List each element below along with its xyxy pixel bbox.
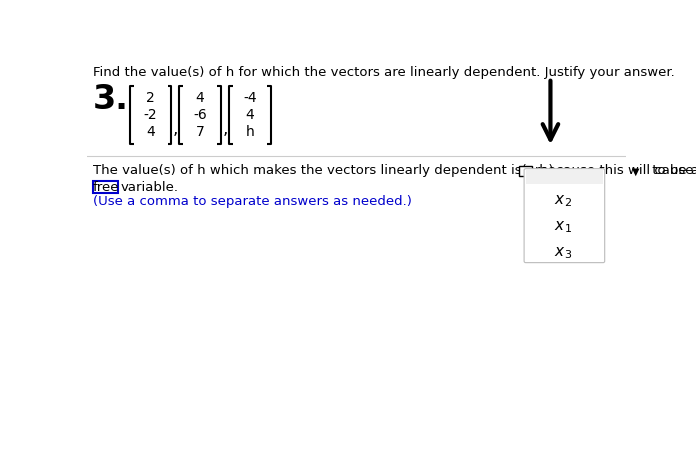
Text: 4: 4 xyxy=(246,108,254,122)
Text: x: x xyxy=(555,244,564,259)
Text: to be a: to be a xyxy=(648,164,696,177)
Text: free: free xyxy=(93,181,119,194)
Text: because this will cause: because this will cause xyxy=(535,164,696,177)
Text: 4: 4 xyxy=(196,91,205,105)
Text: -4: -4 xyxy=(243,91,257,105)
Text: ▼: ▼ xyxy=(633,167,640,177)
Text: h: h xyxy=(246,125,254,139)
FancyBboxPatch shape xyxy=(628,165,644,179)
Text: 3.: 3. xyxy=(93,83,129,116)
Text: The value(s) of h which makes the vectors linearly dependent is(are): The value(s) of h which makes the vector… xyxy=(93,164,558,177)
Text: variable.: variable. xyxy=(121,181,179,194)
Text: ,: , xyxy=(223,120,228,138)
Text: Find the value(s) of h for which the vectors are linearly dependent. Justify you: Find the value(s) of h for which the vec… xyxy=(93,66,675,78)
Text: x: x xyxy=(555,218,564,233)
Text: 1: 1 xyxy=(564,224,571,234)
Text: ,: , xyxy=(173,120,178,138)
Text: (Use a comma to separate answers as needed.): (Use a comma to separate answers as need… xyxy=(93,195,412,208)
Text: 4: 4 xyxy=(146,125,155,139)
FancyBboxPatch shape xyxy=(519,166,532,176)
Text: 3: 3 xyxy=(564,250,571,260)
Text: -2: -2 xyxy=(144,108,157,122)
FancyBboxPatch shape xyxy=(93,181,118,193)
Text: x: x xyxy=(555,192,564,207)
Text: -6: -6 xyxy=(193,108,207,122)
FancyBboxPatch shape xyxy=(525,170,603,184)
Text: 7: 7 xyxy=(196,125,205,139)
FancyBboxPatch shape xyxy=(524,169,605,263)
Text: 2: 2 xyxy=(146,91,155,105)
Text: 2: 2 xyxy=(564,197,571,208)
